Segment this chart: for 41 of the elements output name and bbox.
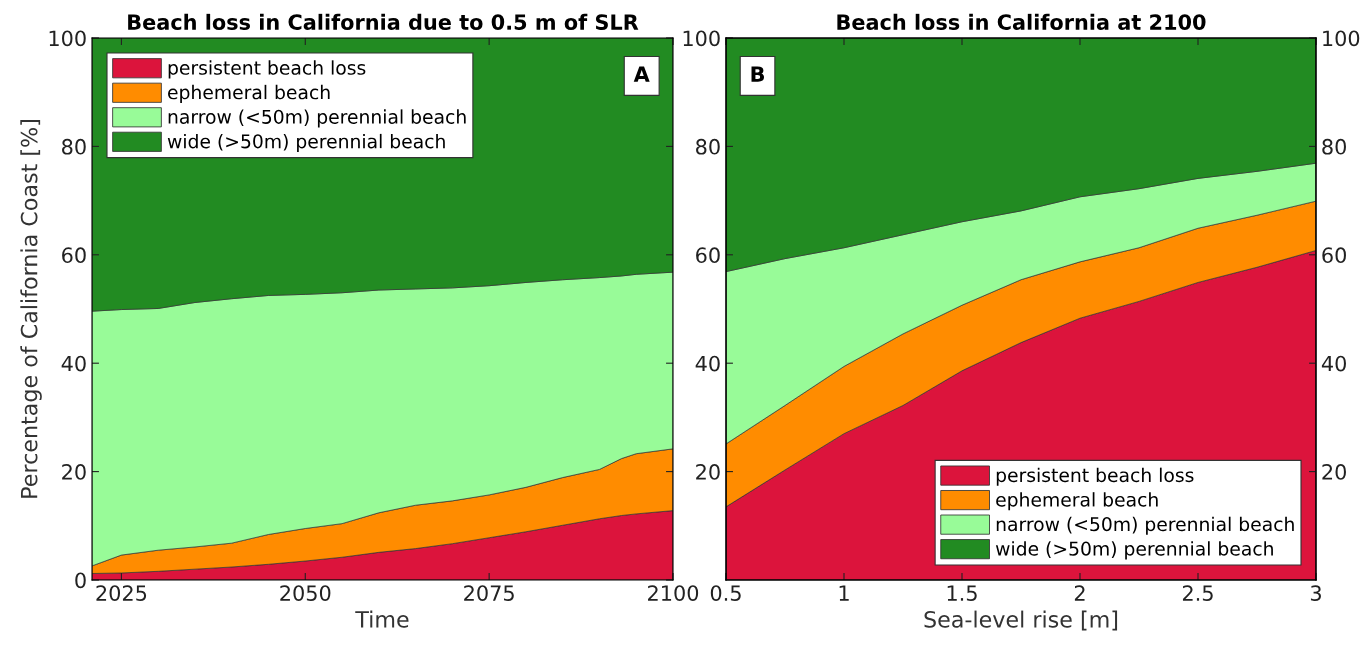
y-tick-label: 40 [61,355,86,372]
y2-tick-label: 20 [1322,464,1346,480]
legend-label: persistent beach loss [996,467,1194,486]
y-tick-label: 40 [695,355,720,372]
chart-title: Beach loss in California at 2100 [837,13,1206,30]
annotation: B [751,66,765,82]
x-axis-title: Time [355,610,409,628]
y2-tick-label: 40 [1321,355,1346,372]
y-tick-label: 0 [75,572,86,589]
x-tick-label: 1.5 [947,585,977,601]
y-tick-label: 20 [696,464,720,480]
legend-label: persistent beach loss [168,60,366,79]
chart-title: Beach loss in California due to 0.5 m of SLR [128,13,639,30]
x-tick-label: 2.5 [1182,585,1213,601]
legend-label: ephemeral beach [168,84,330,103]
x-tick-label: 2050 [280,585,331,601]
y2-tick-label: 60 [1322,247,1346,264]
x-tick-label: 1 [839,585,849,601]
legend-label: narrow (<50m) perennial beach [996,516,1294,535]
y-tick-label: 100 [49,30,86,47]
y-tick-label: 60 [62,247,86,264]
x-tick-label: 0.5 [710,585,741,601]
x-tick-label: 2100 [648,585,699,601]
y-axis-title: Percentage of California Coast [%] [20,120,42,498]
legend-label: narrow (<50m) perennial beach [168,109,466,128]
annotation: A [633,66,650,82]
x-tick-label: 2025 [96,585,147,601]
y-tick-label: 80 [696,138,720,155]
x-tick-label: 3 [1310,585,1321,601]
y-tick-label: 60 [696,247,720,264]
y2-tick-label: 80 [1322,138,1346,155]
y-tick-label: 20 [62,464,86,480]
y-tick-label: 80 [62,138,86,155]
y2-tick-label: 100 [1323,30,1360,47]
legend-label: wide (>50m) perennial beach [167,133,445,153]
x-tick-label: 2075 [464,585,514,601]
legend-label: ephemeral beach [996,492,1158,511]
x-tick-label: 2 [1074,585,1085,601]
legend-label: wide (>50m) perennial beach [995,541,1273,560]
x-axis-title: Sea-level rise [m] [924,610,1118,631]
y-tick-label: 100 [683,30,720,47]
